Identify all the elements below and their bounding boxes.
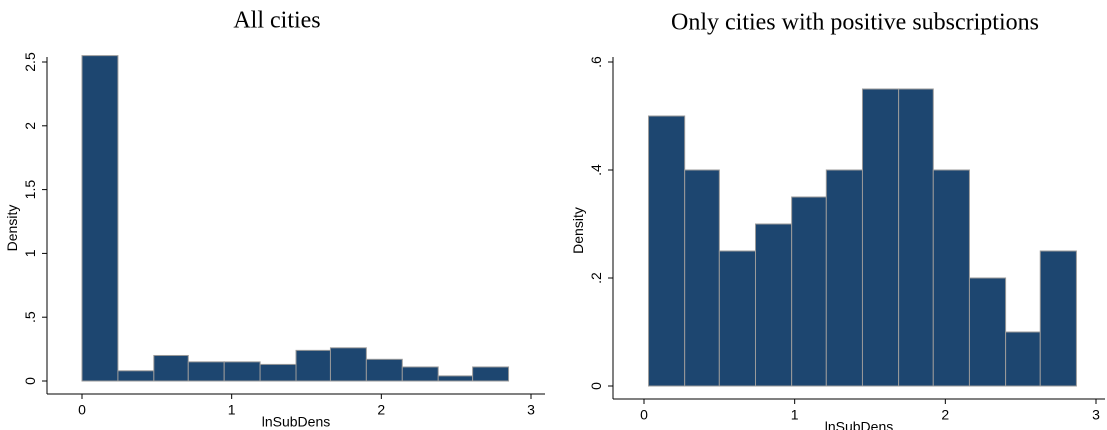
bar [861,88,900,387]
bar [791,196,827,387]
chart-title: All cities [233,8,320,34]
x-tick-label: 3 [527,402,535,418]
y-tick-label: 2 [22,122,38,130]
x-tick-label: 0 [640,407,648,423]
bar [898,88,934,387]
bar [1039,250,1077,387]
bar [437,375,474,382]
bar [472,366,510,382]
bar [295,349,331,382]
bar [754,223,793,387]
bar [825,169,863,387]
x-tick-label: 1 [791,407,799,423]
bar [329,347,367,382]
bar [81,55,119,382]
x-axis-label: lnSubDens [262,414,331,430]
bar [259,363,297,382]
x-tick-label: 0 [78,402,86,418]
y-axis-label: Density [4,205,20,252]
bar [968,277,1007,387]
bar [932,169,970,387]
y-tick-label: .4 [588,164,604,176]
y-tick-label: 2.5 [22,52,38,72]
bar [684,169,720,387]
x-axis-label: lnSubDens [825,419,894,430]
bar [401,366,439,382]
chart-title: Only cities with positive subscriptions [671,10,1039,36]
x-tick-label: 3 [1092,407,1100,423]
x-tick-label: 2 [941,407,949,423]
x-tick-label: 1 [228,402,236,418]
bar [187,361,225,382]
bar [153,354,189,382]
x-tick-label: 2 [377,402,385,418]
bar [648,115,686,387]
y-tick-label: 1 [22,249,38,257]
y-axis-label: Density [570,207,586,254]
y-tick-label: 1.5 [22,180,38,200]
y-tick-label: 0 [22,377,38,385]
y-tick-label: 0 [588,382,604,390]
bar [365,358,403,382]
bar [223,361,261,382]
bar [1005,331,1041,387]
y-tick-label: .6 [588,56,604,68]
y-tick-label: .5 [22,311,38,323]
bar [117,370,155,382]
y-tick-label: .2 [588,272,604,284]
bar [718,250,756,387]
